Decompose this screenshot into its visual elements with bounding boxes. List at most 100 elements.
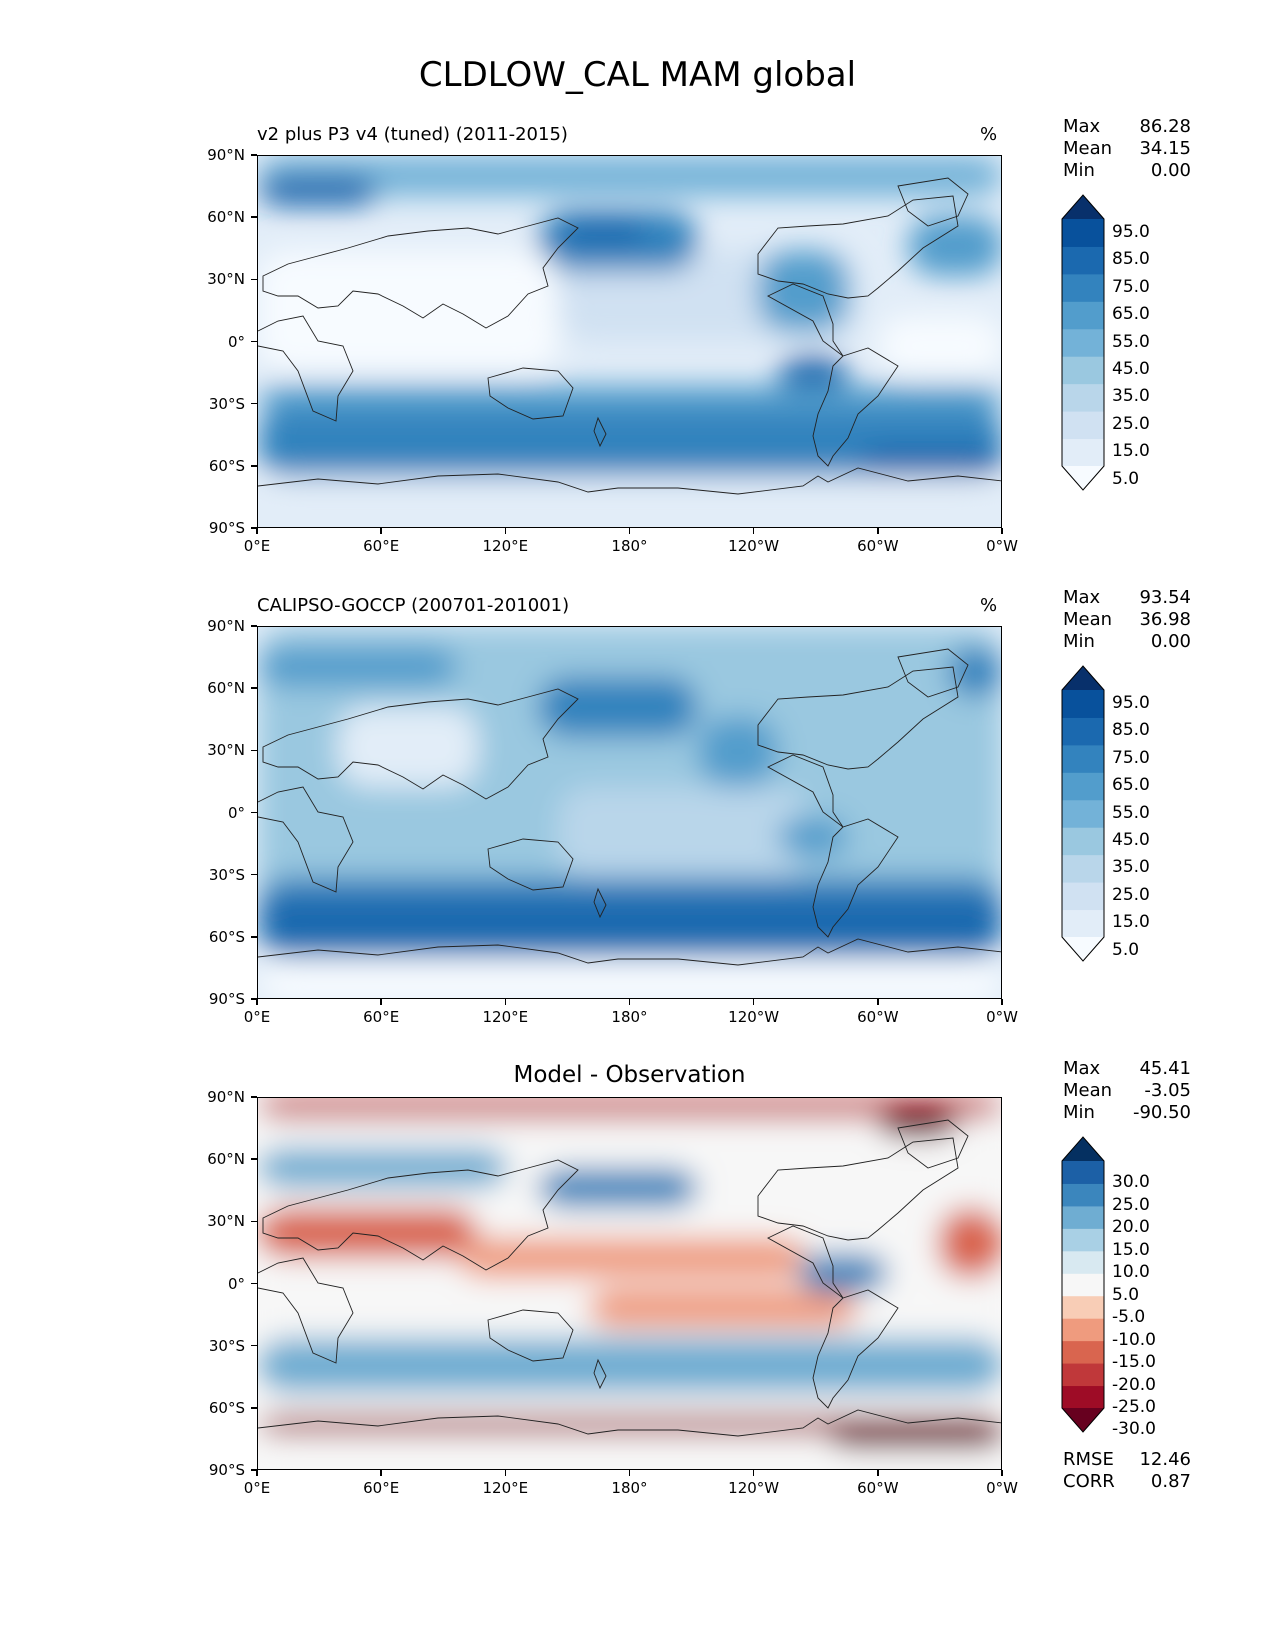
colorbar-extend-top: [1062, 195, 1104, 219]
stat-row: Max 45.41: [1063, 1058, 1191, 1080]
colorbar-tick-label: 25.0: [1112, 1194, 1150, 1215]
observation-stats: Max 93.54 Mean 36.98 Min 0.00: [1063, 587, 1191, 653]
lon-tick: [380, 1470, 382, 1476]
lat-tick-label: 60°S: [208, 456, 245, 475]
colorbar-tick-label: -30.0: [1112, 1419, 1156, 1440]
observation-field-region: [778, 817, 848, 857]
lon-tick-label: 180°: [611, 1008, 648, 1026]
colorbar-extend-top: [1062, 1137, 1104, 1161]
colorbar-segment: [1062, 690, 1104, 718]
colorbar-tick-label: 5.0: [1112, 468, 1140, 489]
stat-label: Mean: [1063, 609, 1113, 630]
colorbar-segment: [1062, 328, 1104, 357]
colorbar-tick-label: 55.0: [1112, 802, 1150, 823]
colorbar-tick-label: 35.0: [1112, 857, 1150, 878]
colorbar-tick-label: 95.0: [1112, 221, 1150, 242]
coastline: [757, 1137, 959, 1241]
coastline: [767, 283, 899, 467]
colorbar-tick-label: 30.0: [1112, 1172, 1150, 1193]
observation-map: [257, 626, 1002, 999]
lon-tick-label: 180°: [611, 1479, 648, 1497]
metric-row: CORR 0.87: [1063, 1471, 1191, 1493]
model-field-region: [258, 386, 1001, 411]
colorbar-segment: [1062, 1385, 1104, 1409]
lat-tick-label: 0°: [227, 1274, 245, 1293]
stat-label: Min: [1063, 631, 1095, 652]
colorbar-tick-label: 45.0: [1112, 358, 1150, 379]
colorbar-segment: [1062, 1273, 1104, 1297]
panel-difference: Model - Observation 90°N 60°N 30°N 0° 30°S 60…: [0, 1058, 1275, 1500]
difference-field-region: [798, 1253, 888, 1293]
difference-field-region: [258, 1098, 1001, 1118]
colorbar-segment: [1062, 383, 1104, 412]
colorbar-tick-label: 95.0: [1112, 692, 1150, 713]
colorbar-extend-top: [1062, 666, 1104, 690]
lon-tick-label: 60°E: [363, 1008, 400, 1026]
stat-label: Min: [1063, 1102, 1095, 1123]
model-stats: Max 86.28 Mean 34.15 Min 0.00: [1063, 116, 1191, 182]
lat-tick-label: 0°: [227, 332, 245, 351]
lon-tick: [504, 999, 507, 1005]
lon-tick-label: 120°E: [482, 1479, 529, 1497]
stat-row: Min 0.00: [1063, 160, 1191, 182]
stat-label: Max: [1063, 1058, 1101, 1079]
model-field-region: [258, 406, 1001, 476]
coastline: [487, 1309, 574, 1362]
panel-model-units: %: [980, 124, 998, 145]
observation-field-region: [558, 787, 808, 877]
lat-tick: [251, 402, 257, 405]
colorbar-outline: [1061, 194, 1105, 491]
colorbar-segment: [1062, 1161, 1104, 1184]
coastline: [897, 1119, 969, 1169]
stat-row: Mean -3.05: [1063, 1080, 1191, 1102]
colorbar-tick-label: -25.0: [1112, 1397, 1156, 1417]
lat-tick-label: 90°N: [207, 146, 245, 164]
colorbar-tick-label: 15.0: [1112, 1239, 1150, 1260]
panel-observation-title: CALIPSO-GOCCP (200701-201001): [257, 595, 570, 616]
lon-tick-label: 120°W: [728, 537, 780, 555]
difference-map: [257, 1097, 1002, 1470]
colorbar-segment: [1062, 356, 1104, 385]
lon-tick-label: 120°E: [482, 537, 529, 555]
panel-model: v2 plus P3 v4 (tuned) (2011-2015) % 90°N…: [0, 116, 1275, 558]
model-field-region: [258, 251, 558, 371]
colorbar-extend-bottom: [1062, 1408, 1104, 1432]
lat-tick: [251, 998, 257, 1000]
lon-tick: [752, 1470, 755, 1476]
difference-field-region: [828, 1423, 1001, 1448]
stat-value: 34.15: [1139, 138, 1191, 159]
colorbar-segment: [1062, 411, 1104, 440]
observation-field-region: [258, 897, 1001, 947]
lat-tick: [251, 154, 257, 156]
difference-field-region: [258, 1416, 1001, 1434]
colorbar-segment: [1062, 799, 1104, 828]
lon-tick: [628, 999, 631, 1005]
observation-field: [258, 627, 1001, 998]
stat-label: Max: [1063, 116, 1101, 137]
colorbar-tick-label: 65.0: [1112, 304, 1150, 325]
coastline: [593, 1358, 607, 1390]
lat-tick: [251, 216, 257, 218]
observation-field-region: [258, 647, 458, 687]
colorbar-segment: [1062, 772, 1104, 801]
difference-field-region: [258, 1148, 508, 1188]
colorbar-segment: [1062, 827, 1104, 856]
coastline: [767, 754, 899, 938]
stat-value: 45.41: [1139, 1058, 1191, 1079]
observation-field-region: [538, 677, 698, 737]
lon-tick-label: 120°W: [728, 1479, 780, 1497]
colorbar-segment: [1062, 301, 1104, 330]
lat-tick-label: 90°S: [208, 1461, 245, 1479]
lat-tick: [251, 1344, 257, 1347]
coastline: [757, 195, 959, 299]
colorbar-segment: [1062, 1340, 1104, 1364]
lon-tick-label: 60°E: [363, 1479, 400, 1497]
stat-row: Max 93.54: [1063, 587, 1191, 609]
metric-label: CORR: [1063, 1471, 1115, 1492]
coastline: [757, 666, 959, 770]
lon-tick: [877, 528, 879, 534]
lon-tick-label: 60°W: [857, 1008, 899, 1026]
lon-tick-label: 0°E: [243, 537, 271, 555]
colorbar-segment: [1062, 219, 1104, 247]
colorbar-tick-label: 20.0: [1112, 1217, 1150, 1238]
